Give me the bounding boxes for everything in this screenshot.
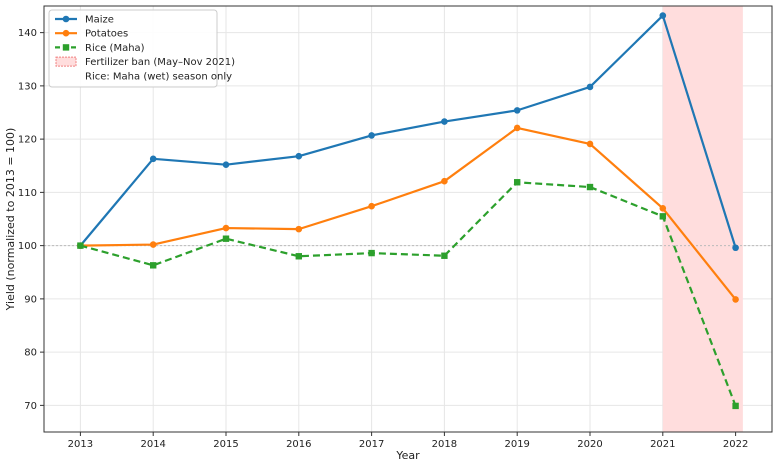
legend-swatch-fertilizer-ban [55, 56, 77, 67]
data-point-rice-maha [295, 253, 302, 260]
x-tick-label: 2013 [68, 439, 93, 450]
x-tick-label: 2022 [723, 439, 748, 450]
data-point-maize [222, 161, 230, 168]
legend: Maize Potatoes Rice (Maha) Fertilizer ban (… [48, 9, 235, 88]
y-axis-label: Yield (normalized to 2013 = 100) [4, 128, 17, 312]
legend-label-maize: Maize [85, 15, 114, 26]
data-point-rice-maha [514, 179, 521, 186]
series-line-maize [79, 14, 737, 249]
data-point-rice-maha [586, 183, 594, 191]
data-point-potatoes [732, 296, 739, 303]
x-tick-label: 2014 [140, 439, 165, 450]
data-point-rice-maha [659, 213, 666, 220]
data-point-rice-maha [368, 249, 375, 257]
data-point-rice-maha [222, 235, 230, 242]
legend-label-rice-maha: Rice (Maha) [85, 43, 145, 54]
x-tick-label: 2018 [432, 439, 457, 450]
data-point-potatoes [659, 205, 667, 212]
series-line-rice-maha [80, 181, 737, 407]
data-point-maize [659, 12, 667, 19]
legend-marker-maize [62, 15, 70, 23]
y-tick-label: 70 [24, 401, 37, 412]
y-tick-label: 100 [18, 241, 37, 252]
plot-frame [43, 5, 773, 433]
x-tick-label: 2015 [213, 439, 238, 450]
data-point-rice-maha [732, 402, 739, 410]
data-point-maize [732, 244, 739, 252]
data-point-potatoes [222, 224, 230, 232]
data-point-maize [295, 152, 303, 160]
x-tick-label: 2019 [504, 439, 529, 450]
data-point-maize [513, 107, 521, 114]
data-point-potatoes [368, 202, 375, 210]
data-point-rice-maha [441, 252, 448, 259]
axes-layer: 2013 2014 2015 2016 2017 2018 2019 2020 2021 2022… [18, 5, 773, 450]
y-tick-label: 120 [18, 135, 37, 146]
x-tick-label: 2016 [286, 439, 311, 450]
x-tick-label: 2020 [577, 439, 602, 450]
data-point-maize [149, 155, 157, 163]
data-point-potatoes [441, 177, 448, 185]
x-axis-label: Year [395, 449, 420, 462]
legend-marker-potatoes [62, 29, 70, 37]
data-point-potatoes [149, 241, 157, 248]
data-point-potatoes [295, 225, 303, 233]
legend-label-potatoes: Potatoes [85, 29, 128, 40]
y-tick-label: 140 [18, 28, 37, 39]
data-point-maize [368, 132, 375, 139]
data-point-potatoes [586, 140, 594, 148]
legend-marker-rice-maha [62, 44, 70, 51]
data-point-maize [586, 83, 594, 91]
y-tick-label: 110 [18, 188, 37, 199]
legend-label-fertilizer-ban: Fertilizer ban (May–Nov 2021) [85, 57, 235, 68]
legend-box [48, 9, 218, 88]
x-tick-label: 2021 [650, 439, 675, 450]
legend-note: Rice: Maha (wet) season only [85, 71, 232, 82]
x-tick-label: 2017 [359, 439, 384, 450]
data-point-potatoes [513, 124, 521, 132]
fertilizer-ban-region [662, 6, 743, 432]
y-tick-label: 90 [24, 294, 37, 305]
series-line-potatoes [80, 126, 737, 301]
y-tick-label: 130 [18, 81, 37, 92]
y-tick-label: 80 [24, 348, 37, 359]
series-layer [77, 12, 739, 410]
data-point-rice-maha [77, 242, 84, 249]
data-point-rice-maha [150, 262, 157, 269]
data-point-maize [441, 118, 448, 125]
shaded-region-layer [662, 6, 743, 432]
